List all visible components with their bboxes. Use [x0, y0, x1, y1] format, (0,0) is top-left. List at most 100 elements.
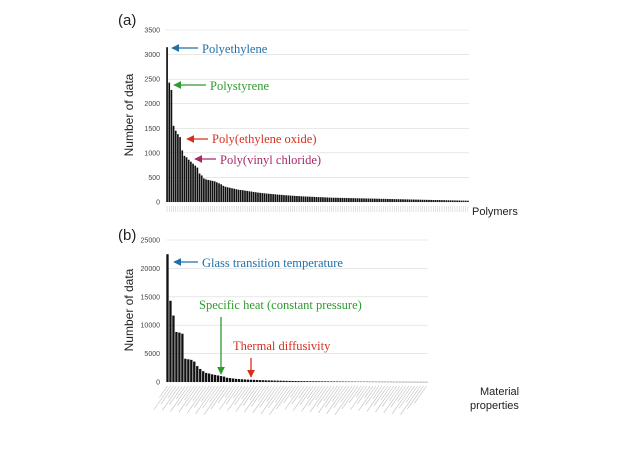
bar — [456, 200, 458, 202]
bar — [293, 195, 296, 202]
bar — [200, 175, 203, 202]
annotation-label: Glass transition temperature — [202, 256, 343, 270]
bar — [393, 199, 396, 202]
bar — [462, 200, 465, 202]
bar — [306, 381, 309, 382]
panel-a-gridlines — [166, 29, 469, 203]
category-label-mark — [195, 385, 216, 415]
category-label-mark — [192, 385, 204, 401]
bar — [369, 198, 372, 202]
bar — [447, 200, 450, 202]
bar — [371, 198, 374, 202]
bar — [243, 379, 247, 382]
bar — [306, 196, 309, 202]
bar — [438, 200, 441, 202]
category-label-mark — [283, 385, 296, 404]
y-tick-label: 0 — [156, 380, 160, 387]
bar — [270, 193, 272, 202]
bar — [449, 200, 452, 202]
bar — [239, 189, 242, 202]
bar — [246, 379, 250, 382]
bar — [218, 183, 220, 202]
bar — [317, 197, 320, 202]
bar — [213, 181, 216, 202]
category-label-mark — [258, 385, 269, 401]
bar — [397, 199, 400, 202]
bar — [354, 198, 357, 202]
bar — [222, 376, 226, 382]
category-label-mark — [397, 385, 409, 402]
y-tick-label: 500 — [148, 175, 160, 182]
bar — [211, 180, 214, 202]
category-label-mark — [383, 385, 403, 414]
bar — [219, 376, 223, 382]
category-label-mark — [226, 385, 240, 405]
category-label-mark — [414, 385, 427, 404]
bar — [252, 191, 255, 202]
bar — [283, 195, 285, 202]
category-label-mark — [407, 385, 424, 410]
category-label-mark — [233, 385, 243, 399]
bar — [367, 198, 370, 202]
bar — [264, 380, 267, 382]
panel-b-x-axis-label-line2: properties — [470, 400, 519, 412]
bar — [288, 380, 291, 382]
panel-b-x-axis-label-line1: Material — [480, 386, 519, 398]
bar — [425, 199, 428, 202]
category-label-mark — [269, 385, 290, 415]
bar — [279, 380, 282, 382]
category-label-mark — [389, 385, 400, 401]
bar — [395, 199, 398, 202]
bar — [326, 197, 329, 202]
bar — [181, 150, 184, 202]
category-label-mark — [177, 385, 192, 406]
bar — [460, 200, 463, 202]
bar — [419, 199, 422, 202]
category-label-mark — [210, 385, 228, 410]
bar — [237, 379, 241, 382]
bar — [361, 198, 363, 202]
category-label-mark — [325, 385, 341, 408]
bar — [199, 368, 202, 382]
panel-b-y-axis-label: Number of data — [122, 268, 136, 351]
bar — [291, 195, 294, 202]
bar — [220, 184, 223, 202]
category-label-mark — [333, 385, 350, 409]
bar — [454, 200, 456, 202]
category-label-mark — [153, 385, 171, 410]
category-label-mark — [308, 385, 323, 406]
category-label-mark — [364, 385, 374, 399]
bar — [333, 381, 336, 382]
bar — [229, 187, 231, 202]
category-label-mark — [260, 385, 281, 415]
bar — [291, 380, 294, 382]
panel-a-bar-chart: (a) Number of data 0 500 1000 1500 2000 2500 3… — [118, 12, 518, 218]
category-label-mark — [217, 385, 231, 404]
bar — [202, 371, 205, 382]
bar — [172, 125, 175, 202]
y-tick-label: 2000 — [144, 101, 160, 108]
bar — [309, 196, 311, 202]
bar — [249, 379, 253, 382]
category-label-mark — [309, 385, 329, 413]
y-tick-label: 20000 — [141, 266, 161, 273]
panel-b-bar-chart: (b) Number of data 0 5000 10000 15000 20000 2… — [118, 227, 519, 415]
bar — [169, 300, 172, 382]
bar — [210, 374, 214, 382]
bar — [170, 89, 173, 202]
bar — [328, 197, 331, 202]
category-label-mark — [390, 385, 406, 408]
y-tick-label: 3000 — [144, 52, 160, 59]
bar — [380, 198, 383, 202]
panel-a-y-ticks: 0 500 1000 1500 2000 2500 3000 3500 — [144, 28, 160, 207]
panel-b-category-labels — [153, 385, 427, 415]
category-label-mark — [184, 385, 195, 401]
category-label-mark — [334, 385, 356, 415]
bar — [399, 199, 402, 202]
bar — [166, 254, 169, 382]
category-label-mark — [298, 385, 308, 399]
bar — [203, 178, 205, 202]
bar — [225, 377, 229, 382]
bar — [322, 197, 324, 202]
